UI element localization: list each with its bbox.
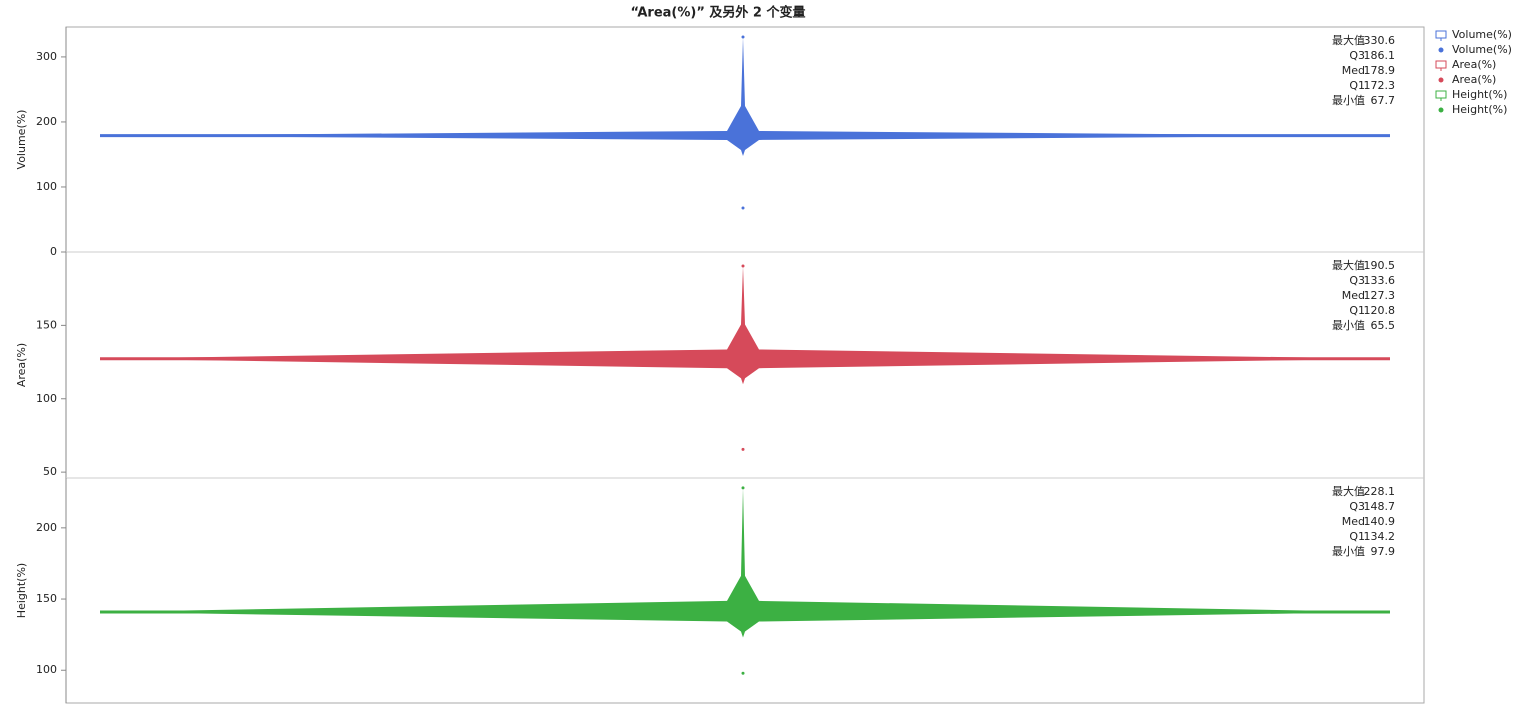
legend-dot-icon bbox=[1438, 77, 1444, 83]
max-point bbox=[741, 486, 745, 490]
legend-label: Height(%) bbox=[1452, 88, 1507, 101]
legend-dot-icon bbox=[1438, 47, 1444, 53]
stat-label: 最大值 bbox=[1332, 484, 1365, 498]
stat-label: 最小值 bbox=[1332, 319, 1365, 332]
stat-value: 190.5 bbox=[1364, 259, 1396, 272]
y-tick-label: 50 bbox=[43, 465, 57, 478]
stat-label: Q3 bbox=[1349, 274, 1365, 287]
y-tick-label: 150 bbox=[36, 318, 57, 331]
stat-value: 140.9 bbox=[1364, 515, 1396, 528]
stat-value: 172.3 bbox=[1364, 79, 1396, 92]
stat-label: Q1 bbox=[1349, 79, 1365, 92]
max-point bbox=[741, 35, 745, 39]
stat-label: Med bbox=[1342, 64, 1365, 77]
y-tick-label: 100 bbox=[36, 663, 57, 676]
y-tick-label: 200 bbox=[36, 521, 57, 534]
stat-label: 最小值 bbox=[1332, 94, 1365, 107]
max-point bbox=[741, 264, 745, 268]
stat-label: Med bbox=[1342, 515, 1365, 528]
stat-value: 228.1 bbox=[1364, 485, 1396, 498]
y-tick-label: 200 bbox=[36, 115, 57, 128]
point-cloud bbox=[100, 265, 1390, 385]
stat-label: Q1 bbox=[1349, 530, 1365, 543]
legend-dot-icon bbox=[1438, 107, 1444, 113]
legend-label: Volume(%) bbox=[1452, 28, 1512, 41]
stat-label: Q3 bbox=[1349, 500, 1365, 513]
y-axis-label: Area(%) bbox=[15, 343, 28, 387]
stat-label: Q1 bbox=[1349, 304, 1365, 317]
legend-label: Volume(%) bbox=[1452, 43, 1512, 56]
y-tick-label: 0 bbox=[50, 245, 57, 258]
min-point bbox=[741, 447, 745, 451]
stat-label: 最小值 bbox=[1332, 545, 1365, 558]
legend-label: Area(%) bbox=[1452, 73, 1496, 86]
stat-value: 97.9 bbox=[1371, 545, 1396, 558]
y-tick-label: 300 bbox=[36, 50, 57, 63]
stat-label: 最大值 bbox=[1332, 258, 1365, 272]
point-cloud bbox=[100, 487, 1390, 638]
y-tick-label: 100 bbox=[36, 392, 57, 405]
point-cloud bbox=[100, 37, 1390, 156]
stat-value: 186.1 bbox=[1364, 49, 1396, 62]
min-point bbox=[741, 671, 745, 675]
stat-value: 65.5 bbox=[1371, 319, 1396, 332]
min-point bbox=[741, 206, 745, 210]
y-axis-label: Height(%) bbox=[15, 563, 28, 618]
stat-value: 178.9 bbox=[1364, 64, 1396, 77]
legend-label: Area(%) bbox=[1452, 58, 1496, 71]
stat-value: 330.6 bbox=[1364, 34, 1396, 47]
chart-title: “Area(%)” 及另外 2 个变量 bbox=[630, 5, 805, 21]
stat-value: 120.8 bbox=[1364, 304, 1396, 317]
y-axis-label: Volume(%) bbox=[15, 110, 28, 170]
stat-label: Med bbox=[1342, 289, 1365, 302]
stat-value: 133.6 bbox=[1364, 274, 1396, 287]
stat-value: 134.2 bbox=[1364, 530, 1396, 543]
legend-label: Height(%) bbox=[1452, 103, 1507, 116]
stat-label: 最大值 bbox=[1332, 33, 1365, 47]
stat-value: 148.7 bbox=[1364, 500, 1396, 513]
stat-label: Q3 bbox=[1349, 49, 1365, 62]
y-tick-label: 150 bbox=[36, 592, 57, 605]
stat-value: 67.7 bbox=[1371, 94, 1396, 107]
y-tick-label: 100 bbox=[36, 180, 57, 193]
stat-value: 127.3 bbox=[1364, 289, 1396, 302]
